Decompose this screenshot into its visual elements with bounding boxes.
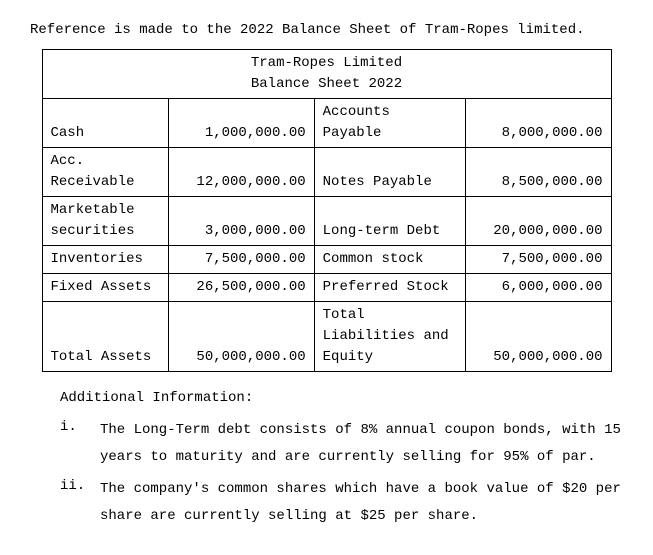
list-item: ii. The company's common shares which ha… <box>60 476 623 529</box>
table-row: Cash 1,000,000.00 Accounts Payable 8,000… <box>42 99 611 148</box>
list-marker: ii. <box>60 476 100 529</box>
additional-info-list: i. The Long-Term debt consists of 8% ann… <box>60 417 623 529</box>
cell-right-label: Long-term Debt <box>314 197 465 246</box>
cell-right-label: Accounts Payable <box>314 99 465 148</box>
cell-right-label: Notes Payable <box>314 148 465 197</box>
list-marker: i. <box>60 417 100 470</box>
list-text: The company's common shares which have a… <box>100 476 623 529</box>
cell-right-value: 20,000,000.00 <box>465 197 611 246</box>
table-row: Inventories 7,500,000.00 Common stock 7,… <box>42 246 611 274</box>
cell-left-value: 12,000,000.00 <box>168 148 314 197</box>
table-row: Marketable securities 3,000,000.00 Long-… <box>42 197 611 246</box>
intro-text: Reference is made to the 2022 Balance Sh… <box>30 20 623 41</box>
table-row: Acc. Receivable 12,000,000.00 Notes Paya… <box>42 148 611 197</box>
cell-left-label: Total Assets <box>42 302 168 372</box>
cell-left-value: 50,000,000.00 <box>168 302 314 372</box>
cell-right-label: Common stock <box>314 246 465 274</box>
cell-right-label: Total Liabilities and Equity <box>314 302 465 372</box>
cell-left-label: Fixed Assets <box>42 274 168 302</box>
balance-sheet-table: Tram-Ropes Limited Balance Sheet 2022 Ca… <box>42 49 612 372</box>
cell-right-label: Preferred Stock <box>314 274 465 302</box>
cell-right-value: 50,000,000.00 <box>465 302 611 372</box>
table-row: Fixed Assets 26,500,000.00 Preferred Sto… <box>42 274 611 302</box>
table-title-line1: Tram-Ropes Limited <box>251 55 402 71</box>
cell-left-value: 7,500,000.00 <box>168 246 314 274</box>
cell-left-label: Cash <box>42 99 168 148</box>
cell-left-value: 1,000,000.00 <box>168 99 314 148</box>
list-text: The Long-Term debt consists of 8% annual… <box>100 417 623 470</box>
list-item: i. The Long-Term debt consists of 8% ann… <box>60 417 623 470</box>
cell-right-value: 8,000,000.00 <box>465 99 611 148</box>
cell-left-label: Acc. Receivable <box>42 148 168 197</box>
cell-right-value: 6,000,000.00 <box>465 274 611 302</box>
cell-right-value: 8,500,000.00 <box>465 148 611 197</box>
additional-info-heading: Additional Information: <box>60 388 623 409</box>
table-row: Total Assets 50,000,000.00 Total Liabili… <box>42 302 611 372</box>
cell-right-value: 7,500,000.00 <box>465 246 611 274</box>
cell-left-value: 3,000,000.00 <box>168 197 314 246</box>
table-title-line2: Balance Sheet 2022 <box>251 76 402 92</box>
cell-left-value: 26,500,000.00 <box>168 274 314 302</box>
cell-left-label: Inventories <box>42 246 168 274</box>
table-header-cell: Tram-Ropes Limited Balance Sheet 2022 <box>42 50 611 99</box>
cell-left-label: Marketable securities <box>42 197 168 246</box>
